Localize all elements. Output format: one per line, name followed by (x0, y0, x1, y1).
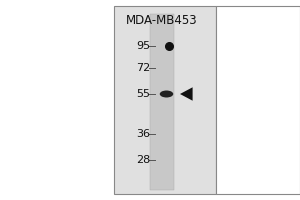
Bar (150, 14, 174, 190)
Ellipse shape (160, 90, 173, 98)
Text: 36: 36 (136, 129, 150, 139)
Bar (114, 6, 216, 194)
Bar (216, 6, 300, 194)
Text: 95: 95 (136, 41, 150, 51)
Text: MDA-MB453: MDA-MB453 (126, 14, 198, 27)
Text: 72: 72 (136, 63, 150, 73)
Polygon shape (180, 87, 193, 101)
Text: 28: 28 (136, 155, 150, 165)
Text: 55: 55 (136, 89, 150, 99)
